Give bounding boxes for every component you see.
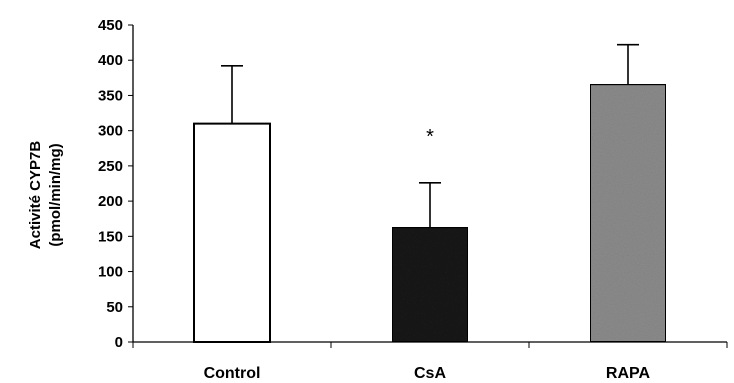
y-tick-label: 300 (98, 123, 123, 140)
x-tick-labels: Control CsA RAPA (204, 365, 651, 382)
y-tick-label: 400 (98, 52, 123, 69)
bars (193, 43, 667, 343)
y-tick-label: 50 (106, 299, 123, 316)
bar-control (193, 122, 271, 343)
y-tick-label: 450 (98, 17, 123, 34)
y-tick-label: 250 (98, 158, 123, 175)
y-tick-label: 150 (98, 228, 123, 245)
x-tick-label: Control (204, 365, 261, 382)
y-tick-label: 0 (115, 334, 123, 351)
bar-csa (391, 226, 469, 343)
y-axis-title-line1: Activité CYP7B (27, 141, 44, 250)
y-tick-label: 100 (98, 264, 123, 281)
x-tick-label: RAPA (606, 365, 651, 382)
bar-rapa (589, 83, 667, 343)
y-axis-title: Activité CYP7B (pmol/min/mg) (27, 141, 64, 250)
y-tick-label: 350 (98, 87, 123, 104)
annotations: * (426, 126, 434, 148)
y-tick-label: 200 (98, 193, 123, 210)
x-tick-label: CsA (414, 365, 446, 382)
significance-asterisk: * (426, 126, 434, 148)
y-ticks: 0 50 100 150 200 250 300 350 400 450 (98, 17, 133, 351)
y-axis-title-line2: (pmol/min/mg) (47, 143, 64, 246)
